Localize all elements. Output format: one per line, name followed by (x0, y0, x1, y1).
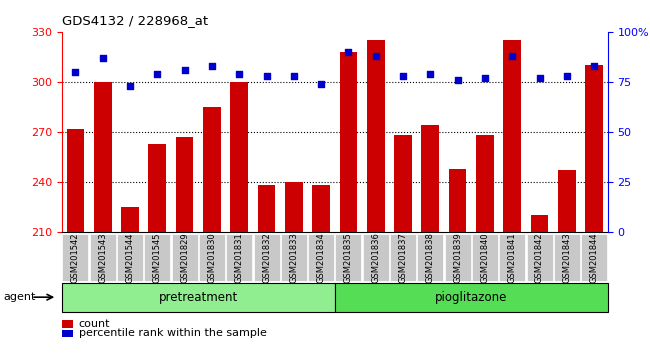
Text: GSM201843: GSM201843 (562, 232, 571, 283)
Bar (585, 65, 603, 232)
Text: GSM201835: GSM201835 (344, 232, 353, 283)
Text: GSM201842: GSM201842 (535, 232, 544, 283)
Bar (530, 215, 549, 232)
Bar (558, 170, 576, 232)
Text: GSM201833: GSM201833 (289, 232, 298, 283)
Text: GSM201840: GSM201840 (480, 232, 489, 283)
Point (152, 71, 162, 77)
Text: percentile rank within the sample: percentile rank within the sample (79, 329, 266, 338)
Bar (339, 52, 358, 232)
Bar (421, 125, 439, 232)
Text: GSM201542: GSM201542 (71, 232, 80, 283)
Bar (94, 82, 112, 232)
Bar (394, 135, 412, 232)
Text: GSM201836: GSM201836 (371, 232, 380, 283)
Point (507, 53, 517, 59)
Bar (66, 129, 84, 232)
Text: GSM201837: GSM201837 (398, 232, 408, 283)
Point (125, 83, 135, 89)
Text: GSM201832: GSM201832 (262, 232, 271, 283)
Point (207, 63, 217, 69)
Text: count: count (79, 319, 110, 329)
Bar (257, 185, 276, 232)
Text: pioglitazone: pioglitazone (435, 291, 508, 304)
Bar (285, 182, 303, 232)
Text: GSM201830: GSM201830 (207, 232, 216, 283)
Point (98, 55, 108, 61)
Point (343, 49, 354, 55)
Text: GSM201844: GSM201844 (590, 232, 599, 283)
Point (261, 73, 272, 79)
Bar (121, 207, 139, 232)
Point (289, 73, 299, 79)
Text: GSM201831: GSM201831 (235, 232, 244, 283)
Point (370, 53, 381, 59)
Bar (148, 143, 166, 232)
Bar (367, 40, 385, 232)
Text: pretreatment: pretreatment (159, 291, 238, 304)
Point (425, 71, 436, 77)
Text: GSM201543: GSM201543 (98, 232, 107, 283)
Bar (230, 82, 248, 232)
Point (480, 75, 490, 81)
Point (534, 75, 545, 81)
Point (562, 73, 572, 79)
Point (452, 77, 463, 83)
Point (179, 67, 190, 73)
Bar (476, 135, 494, 232)
Text: GSM201829: GSM201829 (180, 232, 189, 283)
Text: GSM201838: GSM201838 (426, 232, 435, 283)
Bar (176, 137, 194, 232)
Point (70, 69, 81, 75)
Text: GSM201841: GSM201841 (508, 232, 517, 283)
Point (316, 81, 326, 87)
Point (398, 73, 408, 79)
Point (234, 71, 244, 77)
Text: GSM201545: GSM201545 (153, 232, 162, 283)
Bar (203, 107, 221, 232)
Text: GSM201834: GSM201834 (317, 232, 326, 283)
Bar (312, 185, 330, 232)
Point (589, 63, 599, 69)
Bar (448, 169, 467, 232)
Text: GSM201839: GSM201839 (453, 232, 462, 283)
Text: agent: agent (3, 292, 36, 302)
Text: GDS4132 / 228968_at: GDS4132 / 228968_at (62, 14, 208, 27)
Bar (503, 40, 521, 232)
Text: GSM201544: GSM201544 (125, 232, 135, 283)
